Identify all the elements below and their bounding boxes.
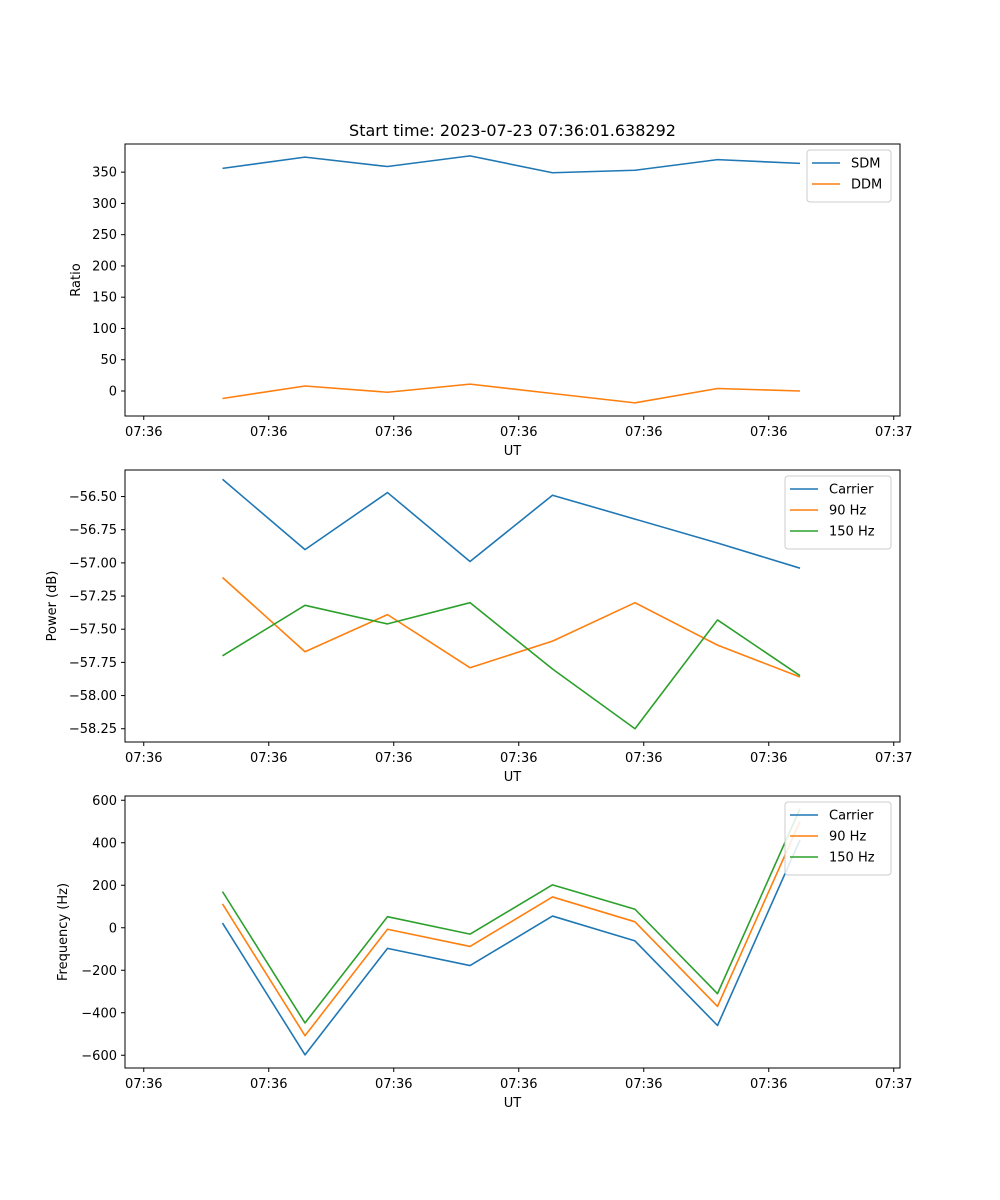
x-tick-label: 07:37: [875, 751, 912, 766]
axes-frame: [124, 795, 901, 1069]
x-tick-label: 07:36: [500, 425, 537, 440]
y-tick-label: −57.00: [69, 556, 117, 571]
x-tick-label: 07:36: [625, 425, 662, 440]
x-tick-label: 07:36: [750, 1077, 787, 1092]
x-tick-label: 07:36: [375, 751, 412, 766]
axes-frame: [124, 469, 901, 743]
chart-panel-3: 07:36 07:36 07:36 07:36 07:36 07:36 07:37 −600 −…: [56, 794, 912, 1111]
x-tick-label: 07:36: [375, 1077, 412, 1092]
x-axis-label: UT: [504, 1096, 522, 1111]
legend-label: 90 Hz: [829, 504, 866, 519]
legend: SDM DDM: [806, 149, 892, 203]
y-tick-label: −600: [81, 1049, 117, 1064]
x-tick-label: 07:36: [125, 751, 162, 766]
series-line-90-hz: [221, 821, 801, 1037]
x-tick-label: 07:36: [250, 1077, 287, 1092]
x-tick-label: 07:37: [875, 425, 912, 440]
x-tick-label: 07:36: [750, 751, 787, 766]
series-line-ddm: [222, 383, 801, 404]
x-tick-label: 07:36: [125, 1077, 162, 1092]
x-axis-label: UT: [504, 770, 522, 785]
legend: Carrier 90 Hz 150 Hz: [784, 801, 892, 876]
series-line-150-hz: [222, 601, 801, 730]
x-tick-label: 07:36: [250, 751, 287, 766]
y-tick-label: −400: [81, 1006, 117, 1021]
x-tick-label: 07:36: [625, 751, 662, 766]
x-tick-label: 07:36: [625, 1077, 662, 1092]
legend-label: 150 Hz: [829, 525, 875, 540]
x-tick-label: 07:36: [500, 1077, 537, 1092]
y-tick-label: −57.50: [69, 623, 117, 638]
y-axis-label: Ratio: [69, 263, 84, 296]
y-tick-label: −58.00: [69, 689, 117, 704]
x-axis-label: UT: [504, 444, 522, 459]
y-tick-label: 300: [92, 197, 117, 212]
y-tick-label: −56.50: [69, 490, 117, 505]
chart-panel-2: 07:36 07:36 07:36 07:36 07:36 07:36 07:37 −58.2…: [45, 469, 912, 785]
chart-panel-1: Start time: 2023-07-23 07:36:01.638292 07…: [69, 121, 912, 459]
y-tick-label: 0: [109, 384, 117, 399]
series-line-carrier: [221, 478, 801, 569]
y-tick-label: 400: [92, 836, 117, 851]
y-axis-label: Frequency (Hz): [56, 883, 71, 981]
y-tick-label: 200: [92, 259, 117, 274]
y-tick-label: 200: [92, 879, 117, 894]
y-tick-label: 350: [92, 166, 117, 181]
axes-frame: [124, 143, 901, 417]
y-tick-label: −57.25: [69, 590, 117, 605]
y-tick-label: −57.75: [69, 656, 117, 671]
y-tick-label: 600: [92, 794, 117, 809]
chart-title: Start time: 2023-07-23 07:36:01.638292: [349, 121, 676, 140]
x-tick-label: 07:36: [750, 425, 787, 440]
legend-label: SDM: [851, 157, 880, 172]
y-tick-label: −56.75: [69, 523, 117, 538]
y-tick-label: −200: [81, 964, 117, 979]
y-tick-label: 100: [92, 322, 117, 337]
legend-label: 90 Hz: [829, 830, 866, 845]
y-tick-label: −58.25: [69, 722, 117, 737]
series-line-150-hz: [221, 808, 801, 1024]
y-tick-label: 250: [92, 228, 117, 243]
series-line-carrier: [221, 839, 801, 1056]
x-tick-label: 07:37: [875, 1077, 912, 1092]
y-tick-label: 0: [109, 921, 117, 936]
y-tick-label: 150: [92, 291, 117, 306]
x-tick-label: 07:36: [500, 751, 537, 766]
y-axis-label: Power (dB): [45, 571, 60, 642]
legend-label: Carrier: [829, 809, 874, 824]
y-tick-label: 50: [100, 353, 117, 368]
series-line-sdm: [222, 155, 801, 174]
legend: Carrier 90 Hz 150 Hz: [784, 475, 892, 550]
legend-label: Carrier: [829, 483, 874, 498]
x-tick-label: 07:36: [125, 425, 162, 440]
x-tick-label: 07:36: [375, 425, 412, 440]
legend-label: 150 Hz: [829, 851, 875, 866]
x-tick-label: 07:36: [250, 425, 287, 440]
legend-label: DDM: [851, 178, 882, 193]
